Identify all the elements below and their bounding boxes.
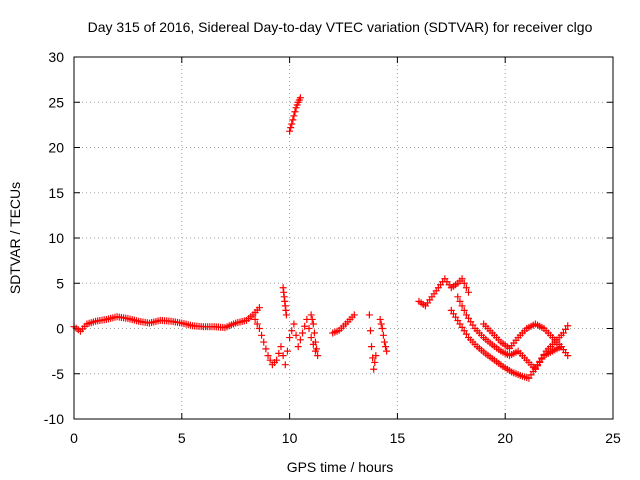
data-point [379, 331, 387, 339]
data-point [378, 325, 386, 332]
data-point [273, 356, 281, 364]
data-point [365, 311, 373, 319]
data-point [260, 338, 268, 346]
data-point [255, 304, 263, 312]
data-point [456, 297, 464, 305]
data-point [253, 320, 261, 328]
data-point [307, 334, 315, 342]
data-point [460, 306, 468, 314]
data-point [275, 349, 283, 357]
data-point [309, 320, 317, 328]
data-point [562, 325, 570, 333]
data-point [286, 334, 294, 342]
data-points [70, 94, 572, 382]
data-point [262, 345, 270, 353]
x-tick-label: 0 [70, 430, 78, 446]
data-point [311, 338, 319, 346]
data-point [264, 352, 272, 360]
data-point [559, 329, 567, 337]
y-tick-label: -5 [52, 366, 65, 382]
chart-title: Day 315 of 2016, Sidereal Day-to-day VTE… [88, 19, 593, 35]
data-point [290, 320, 298, 328]
data-point [460, 279, 468, 287]
x-tick-label: 5 [178, 430, 186, 446]
data-point [299, 329, 307, 337]
data-point [292, 331, 300, 339]
data-point [289, 116, 297, 124]
data-point [377, 320, 385, 328]
data-point [296, 94, 304, 102]
data-point [258, 331, 266, 339]
data-point [454, 293, 462, 301]
data-point [564, 322, 572, 330]
y-tick-label: 20 [48, 140, 64, 156]
x-tick-label: 20 [497, 430, 513, 446]
y-tick-label: 30 [48, 49, 64, 65]
y-tick-label: -10 [44, 411, 64, 427]
data-point [287, 124, 295, 132]
y-tick-label: 15 [48, 185, 64, 201]
data-point [308, 315, 316, 323]
x-axis-label: GPS time / hours [287, 459, 394, 475]
data-point [465, 288, 473, 296]
y-tick-label: 5 [56, 275, 64, 291]
data-point [366, 327, 374, 335]
data-point [255, 325, 263, 332]
data-point [294, 343, 302, 351]
data-point [288, 327, 296, 335]
y-axis-label: SDTVAR / TECUs [7, 182, 23, 294]
y-tick-label: 0 [56, 321, 64, 337]
data-point [350, 311, 358, 319]
data-point [376, 315, 384, 323]
data-point [564, 352, 572, 360]
x-tick-label: 10 [282, 430, 298, 446]
data-point [310, 329, 318, 337]
data-point [307, 311, 315, 319]
data-point [301, 322, 309, 330]
data-point [370, 365, 378, 373]
y-tick-label: 25 [48, 94, 64, 110]
data-point [288, 120, 296, 128]
data-point [277, 343, 285, 351]
data-point [314, 352, 322, 360]
data-point [372, 352, 380, 360]
data-point [371, 358, 379, 366]
x-tick-label: 25 [605, 430, 621, 446]
data-point [458, 302, 466, 310]
data-point [462, 284, 470, 292]
data-point [282, 311, 290, 319]
grid [74, 57, 613, 419]
data-point [383, 347, 391, 355]
data-point [279, 352, 287, 360]
x-tick-label: 15 [390, 430, 406, 446]
data-point [291, 108, 299, 116]
data-point [296, 336, 304, 344]
data-point [305, 325, 313, 332]
data-point [283, 347, 291, 355]
data-point [313, 345, 321, 353]
data-point [281, 361, 289, 369]
data-point [251, 315, 259, 323]
y-tick-label: 10 [48, 230, 64, 246]
data-point [368, 343, 376, 351]
tick-labels: 0 5 10 15 20 25 -10 -5 0 5 10 15 20 25 30 [44, 49, 621, 446]
data-point [458, 275, 466, 283]
data-point [286, 127, 294, 135]
plot-frame [73, 56, 614, 420]
data-point [290, 112, 298, 120]
data-point [380, 338, 388, 346]
data-point [557, 343, 565, 351]
data-point [266, 356, 274, 364]
data-point [382, 343, 390, 351]
